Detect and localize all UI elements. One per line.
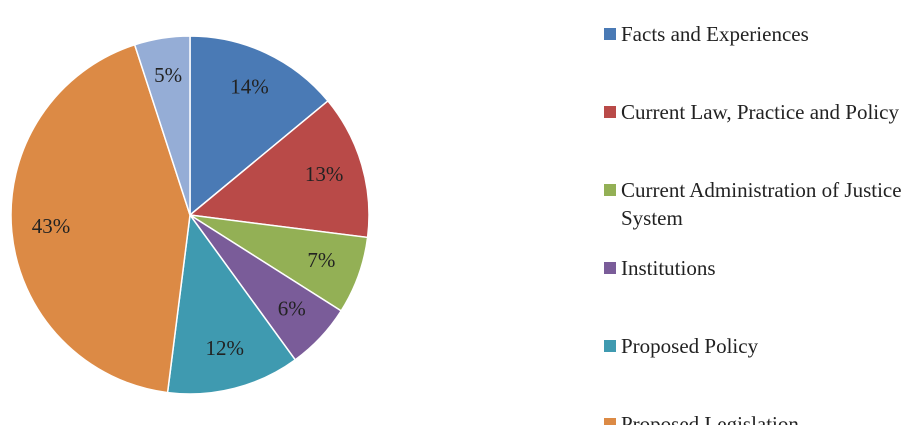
legend-item: Current Administration of Justice System <box>604 176 920 232</box>
legend-swatch <box>604 418 616 425</box>
legend-swatch <box>604 184 616 196</box>
legend-item: Current Law, Practice and Policy <box>604 98 920 126</box>
legend-swatch <box>604 340 616 352</box>
pie-slice <box>10 43 191 394</box>
data-label: 13% <box>305 162 344 186</box>
data-label: 5% <box>154 63 182 87</box>
legend-item: Facts and Experiences <box>604 20 920 48</box>
legend-item: Proposed Legislation <box>604 410 920 425</box>
pie-slice <box>166 213 297 395</box>
legend-label: Proposed Policy <box>621 334 759 358</box>
legend-item: Institutions <box>604 254 920 282</box>
pie-slice <box>189 35 329 217</box>
legend-swatch <box>604 28 616 40</box>
pie-area: 14% 13% 7%6% 12% 43% 5% <box>10 35 370 395</box>
data-label: 12% <box>205 336 244 360</box>
legend-swatch <box>604 106 616 118</box>
data-label: 6% <box>278 296 306 320</box>
data-label: 43% <box>32 214 71 238</box>
pie-slice <box>188 99 370 239</box>
legend-item: Proposed Policy <box>604 332 920 360</box>
legend-label: Institutions <box>621 256 716 280</box>
legend-label: Current Administration of Justice System <box>621 178 902 230</box>
legend-swatch <box>604 262 616 274</box>
legend-label: Proposed Legislation <box>621 412 799 425</box>
legend-label: Facts and Experiences <box>621 22 809 46</box>
legend-label: Current Law, Practice and Policy <box>621 100 899 124</box>
data-label: 14% <box>230 74 269 98</box>
data-label: 7% <box>307 248 335 272</box>
pie-slice <box>133 35 191 216</box>
